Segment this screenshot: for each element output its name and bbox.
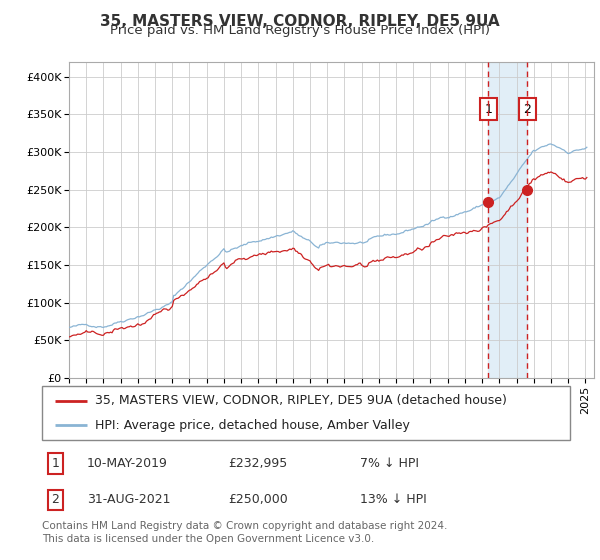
Text: 2: 2	[523, 102, 532, 115]
Text: 31-AUG-2021: 31-AUG-2021	[87, 493, 170, 506]
Text: HPI: Average price, detached house, Amber Valley: HPI: Average price, detached house, Ambe…	[95, 419, 410, 432]
Text: 10-MAY-2019: 10-MAY-2019	[87, 457, 168, 470]
Text: 1: 1	[484, 102, 492, 115]
Text: £250,000: £250,000	[228, 493, 288, 506]
Text: £232,995: £232,995	[228, 457, 287, 470]
Text: 1: 1	[51, 457, 59, 470]
FancyBboxPatch shape	[42, 386, 570, 440]
Text: 13% ↓ HPI: 13% ↓ HPI	[360, 493, 427, 506]
Text: Contains HM Land Registry data © Crown copyright and database right 2024.
This d: Contains HM Land Registry data © Crown c…	[42, 521, 448, 544]
Text: 7% ↓ HPI: 7% ↓ HPI	[360, 457, 419, 470]
Bar	[488, 62, 527, 378]
Text: 35, MASTERS VIEW, CODNOR, RIPLEY, DE5 9UA: 35, MASTERS VIEW, CODNOR, RIPLEY, DE5 9U…	[100, 14, 500, 29]
Text: 35, MASTERS VIEW, CODNOR, RIPLEY, DE5 9UA (detached house): 35, MASTERS VIEW, CODNOR, RIPLEY, DE5 9U…	[95, 394, 506, 407]
Text: 2: 2	[51, 493, 59, 506]
Text: Price paid vs. HM Land Registry's House Price Index (HPI): Price paid vs. HM Land Registry's House …	[110, 24, 490, 37]
